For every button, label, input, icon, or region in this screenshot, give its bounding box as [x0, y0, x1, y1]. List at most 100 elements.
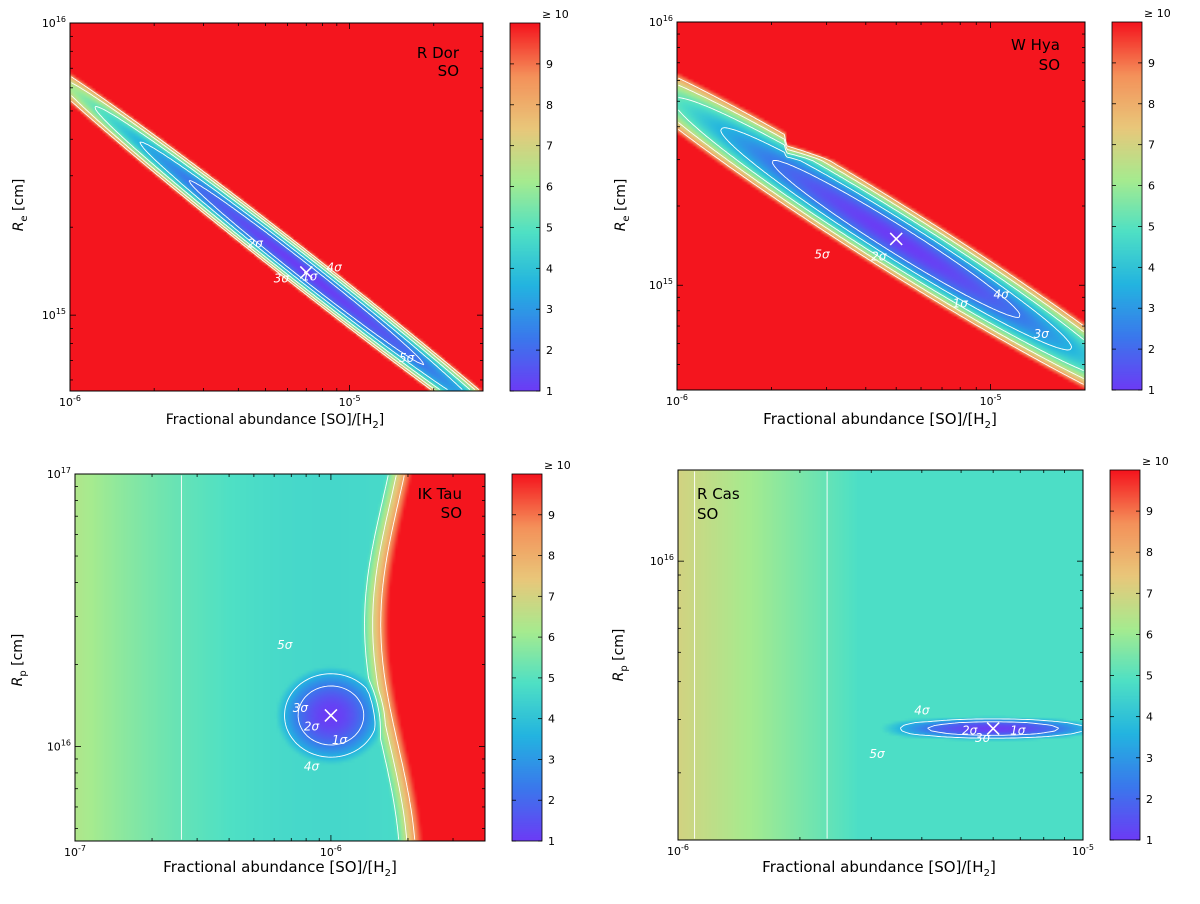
- contour-2sigma: [139, 141, 463, 390]
- colorbar-tick-label: 2: [548, 794, 555, 807]
- contour-3sigma: [94, 105, 471, 390]
- colorbar: [510, 23, 540, 391]
- contour-label: 5σ: [277, 638, 293, 652]
- heatmap-rcas: [678, 470, 1083, 840]
- chart-panel-rcas: 1σ 2σ 3σ 4σ 5σ 10-6 10-5 1016 1 2 3 4 5 6 7 8 9 ≥ 10 R Ca…: [600, 450, 1200, 900]
- plot-frame: [677, 469, 1084, 841]
- colorbar-frame: [1111, 21, 1143, 391]
- colorbar-tick-label: 6: [546, 181, 553, 194]
- colorbar-frame: [511, 473, 543, 842]
- x-tick-label: 10-6: [320, 844, 342, 859]
- x-tick-label: 10-6: [667, 843, 689, 858]
- contour-1sigma: [297, 685, 365, 746]
- y-tick-label: 1016: [47, 739, 71, 754]
- colorbar-tick-label: 2: [546, 344, 553, 357]
- x-tick-label: 10-6: [666, 393, 688, 408]
- colorbar-tick-label: 1: [548, 835, 555, 848]
- x-axis-label: Fractional abundance [SO]/[H2]: [163, 858, 397, 879]
- colorbar-tick-label: 2: [1146, 793, 1153, 806]
- x-axis-label: Fractional abundance [SO]/[H2]: [762, 858, 996, 879]
- colorbar-tick-label: 3: [1148, 302, 1155, 315]
- contour-label: 2σ: [871, 250, 887, 264]
- contour-label: 2σ: [304, 719, 320, 733]
- best-fit-marker: [299, 265, 313, 280]
- y-axis-label: Rp [cm]: [611, 629, 630, 682]
- chart-panel-rdor: 1σ 2σ 3σ 4σ 5σ 10-6 10-5 1015 1016 1 2 3 4 5 6 7 8 9 ≥ 10 …: [0, 0, 600, 450]
- colorbar-tick-label: 7: [546, 140, 553, 153]
- x-tick-label: 10-5: [339, 394, 361, 409]
- chart-title: R Cas: [697, 485, 740, 503]
- y-tick-label: 1015: [42, 307, 66, 322]
- contour-label: 5σ: [399, 351, 415, 365]
- contour-label: 4σ: [304, 760, 320, 774]
- plot-frame: [74, 473, 486, 842]
- colorbar-tick-label: 4: [548, 713, 555, 726]
- contour-1sigma: [772, 159, 1021, 318]
- plot-frame: [69, 22, 484, 392]
- chart-title: IK Tau: [418, 485, 462, 503]
- colorbar-tick-label: 8: [546, 99, 553, 112]
- y-tick-label: 1015: [649, 277, 673, 292]
- y-axis-label: Rp [cm]: [10, 634, 29, 687]
- y-tick-label: 1016: [650, 553, 674, 568]
- contour-5sigma: [678, 77, 1084, 385]
- contour-label: 3σ: [293, 701, 309, 715]
- colorbar: [512, 474, 542, 841]
- x-tick-label: 10-7: [64, 844, 86, 859]
- colorbar-tick-label: 5: [546, 221, 553, 234]
- contour-label: 5σ: [814, 248, 830, 262]
- colorbar-tick-label: 5: [1148, 220, 1155, 233]
- contour-label: 1σ: [953, 296, 969, 310]
- contour-4sigma: [372, 475, 408, 840]
- contour-label: 5σ: [869, 747, 885, 761]
- colorbar-tick-label: 9: [546, 58, 553, 71]
- x-tick-label: 10-5: [980, 393, 1002, 408]
- colorbar-tick-label: 8: [1146, 546, 1153, 559]
- colorbar-tick-label: 4: [546, 262, 553, 275]
- chart-panel-iktau: 1σ 2σ 3σ 4σ 5σ 10-7 10-6 1016 1017 1 2 3 4 5 6 7 8 9 ≥ 10 …: [0, 450, 600, 900]
- colorbar-tick-label: 4: [1146, 711, 1153, 724]
- contour-label: 4σ: [326, 261, 342, 275]
- x-axis-label: Fractional abundance [SO]/[H2]: [166, 412, 385, 431]
- chart-panel-whya: 1σ 2σ 4σ 3σ 5σ 10-6 10-5 1015 1016 1 2 3 4 5 6 7 8 9 ≥ 10 …: [600, 0, 1200, 450]
- contour-3sigma: [180, 475, 400, 840]
- chart-subtitle: SO: [697, 505, 718, 523]
- colorbar-tick-label: 9: [1148, 57, 1155, 70]
- chart-subtitle: SO: [1039, 56, 1060, 74]
- chart-subtitle: SO: [441, 504, 462, 522]
- colorbar-tick-label: 9: [1146, 505, 1153, 518]
- contour-label: 4σ: [993, 287, 1009, 301]
- heatmap-rdor: [70, 23, 483, 391]
- contour-2sigma: [720, 127, 1073, 351]
- contour-label: 1σ: [332, 733, 348, 747]
- colorbar-tick-label: 1: [1148, 384, 1155, 397]
- colorbar-tick-label: 4: [1148, 261, 1155, 274]
- colorbar-frame: [1109, 469, 1141, 841]
- chart-title: R Dor: [417, 44, 460, 62]
- contour-label: 2σ: [248, 237, 264, 251]
- heatmap-iktau: [75, 474, 485, 841]
- colorbar-tick-label: 9: [548, 509, 555, 522]
- colorbar-tick-label: 2: [1148, 343, 1155, 356]
- colorbar-top-label: ≥ 10: [542, 8, 569, 21]
- colorbar-frame: [509, 22, 541, 392]
- best-fit-marker: [986, 722, 1000, 736]
- colorbar-tick-label: 1: [1146, 834, 1153, 847]
- contour-label: 3σ: [274, 271, 290, 285]
- y-tick-label: 1016: [42, 15, 66, 30]
- chart-title: W Hya: [1011, 36, 1060, 54]
- y-tick-label: 1017: [47, 466, 71, 481]
- chart-subtitle: SO: [438, 62, 459, 80]
- colorbar-tick-label: 3: [548, 753, 555, 766]
- colorbar-tick-label: 8: [548, 550, 555, 563]
- colorbar-top-label: ≥ 10: [1144, 7, 1171, 20]
- x-tick-label: 10-6: [59, 394, 81, 409]
- best-fit-marker: [324, 708, 338, 723]
- colorbar-tick-label: 7: [548, 590, 555, 603]
- y-axis-label: Re [cm]: [11, 179, 30, 232]
- colorbar-top-label: ≥ 10: [1142, 455, 1169, 468]
- contour-5sigma: [71, 76, 480, 390]
- y-axis-label: Re [cm]: [613, 179, 632, 232]
